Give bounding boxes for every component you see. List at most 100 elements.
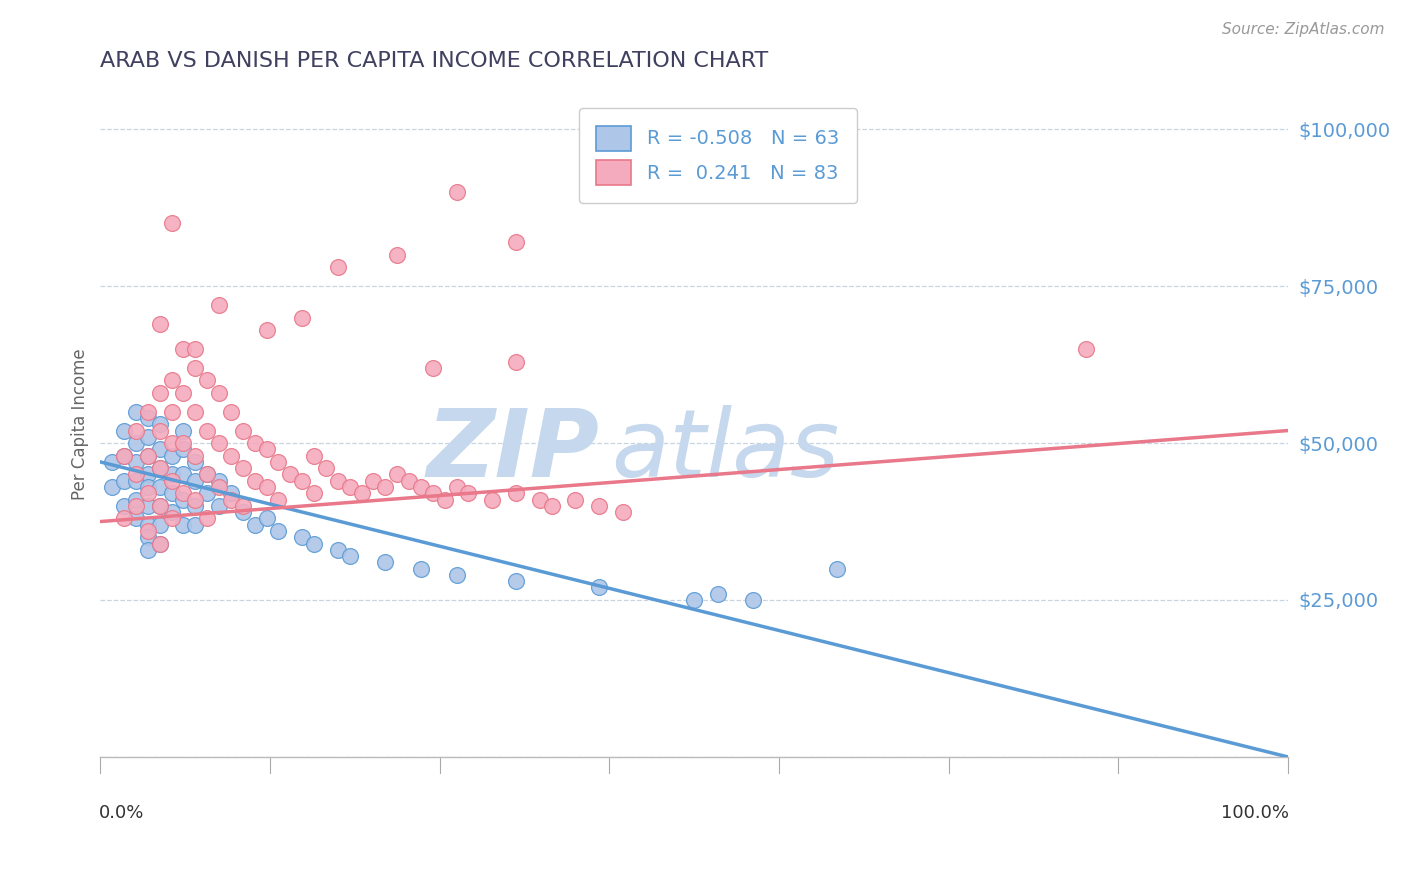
Point — [433, 492, 456, 507]
Point — [505, 354, 527, 368]
Point — [136, 530, 159, 544]
Point — [125, 405, 148, 419]
Point — [446, 185, 468, 199]
Point — [363, 474, 385, 488]
Point — [195, 511, 218, 525]
Point — [160, 467, 183, 482]
Point — [136, 430, 159, 444]
Point — [588, 581, 610, 595]
Point — [125, 499, 148, 513]
Point — [195, 373, 218, 387]
Point — [339, 480, 361, 494]
Point — [136, 499, 159, 513]
Point — [160, 217, 183, 231]
Point — [315, 461, 337, 475]
Point — [302, 536, 325, 550]
Point — [125, 511, 148, 525]
Point — [112, 449, 135, 463]
Point — [256, 511, 278, 525]
Point — [160, 373, 183, 387]
Point — [172, 486, 194, 500]
Point — [172, 436, 194, 450]
Point — [825, 561, 848, 575]
Point — [184, 492, 207, 507]
Y-axis label: Per Capita Income: Per Capita Income — [72, 349, 89, 500]
Point — [267, 524, 290, 538]
Point — [136, 467, 159, 482]
Point — [149, 461, 172, 475]
Point — [149, 480, 172, 494]
Point — [136, 405, 159, 419]
Point — [326, 260, 349, 275]
Point — [1074, 342, 1097, 356]
Point — [219, 492, 242, 507]
Point — [374, 555, 396, 569]
Point — [149, 536, 172, 550]
Point — [184, 455, 207, 469]
Point — [446, 480, 468, 494]
Point — [184, 360, 207, 375]
Point — [112, 511, 135, 525]
Point — [326, 474, 349, 488]
Point — [505, 486, 527, 500]
Point — [267, 455, 290, 469]
Point — [184, 405, 207, 419]
Point — [529, 492, 551, 507]
Point — [160, 511, 183, 525]
Point — [125, 436, 148, 450]
Point — [112, 474, 135, 488]
Text: 100.0%: 100.0% — [1220, 804, 1289, 822]
Point — [125, 424, 148, 438]
Point — [149, 499, 172, 513]
Point — [267, 492, 290, 507]
Point — [101, 480, 124, 494]
Point — [291, 474, 314, 488]
Point — [136, 524, 159, 538]
Point — [160, 474, 183, 488]
Point — [136, 542, 159, 557]
Point — [683, 593, 706, 607]
Text: ARAB VS DANISH PER CAPITA INCOME CORRELATION CHART: ARAB VS DANISH PER CAPITA INCOME CORRELA… — [100, 51, 769, 70]
Point — [243, 474, 266, 488]
Point — [256, 323, 278, 337]
Point — [149, 424, 172, 438]
Point — [256, 480, 278, 494]
Point — [184, 517, 207, 532]
Point — [136, 517, 159, 532]
Point — [219, 405, 242, 419]
Point — [172, 342, 194, 356]
Point — [256, 442, 278, 457]
Point — [457, 486, 479, 500]
Point — [136, 480, 159, 494]
Text: Source: ZipAtlas.com: Source: ZipAtlas.com — [1222, 22, 1385, 37]
Point — [742, 593, 765, 607]
Point — [350, 486, 373, 500]
Point — [505, 574, 527, 589]
Point — [112, 449, 135, 463]
Point — [481, 492, 503, 507]
Point — [125, 492, 148, 507]
Point — [219, 486, 242, 500]
Point — [112, 499, 135, 513]
Point — [387, 248, 409, 262]
Point — [112, 424, 135, 438]
Point — [136, 449, 159, 463]
Point — [149, 417, 172, 432]
Point — [172, 517, 194, 532]
Point — [326, 542, 349, 557]
Point — [172, 385, 194, 400]
Point — [446, 567, 468, 582]
Point — [278, 467, 301, 482]
Point — [172, 492, 194, 507]
Point — [184, 499, 207, 513]
Point — [149, 442, 172, 457]
Point — [588, 499, 610, 513]
Text: ZIP: ZIP — [426, 405, 599, 497]
Point — [195, 424, 218, 438]
Point — [101, 455, 124, 469]
Point — [195, 467, 218, 482]
Point — [540, 499, 562, 513]
Point — [160, 486, 183, 500]
Legend: R = -0.508   N = 63, R =  0.241   N = 83: R = -0.508 N = 63, R = 0.241 N = 83 — [579, 108, 856, 202]
Point — [422, 360, 444, 375]
